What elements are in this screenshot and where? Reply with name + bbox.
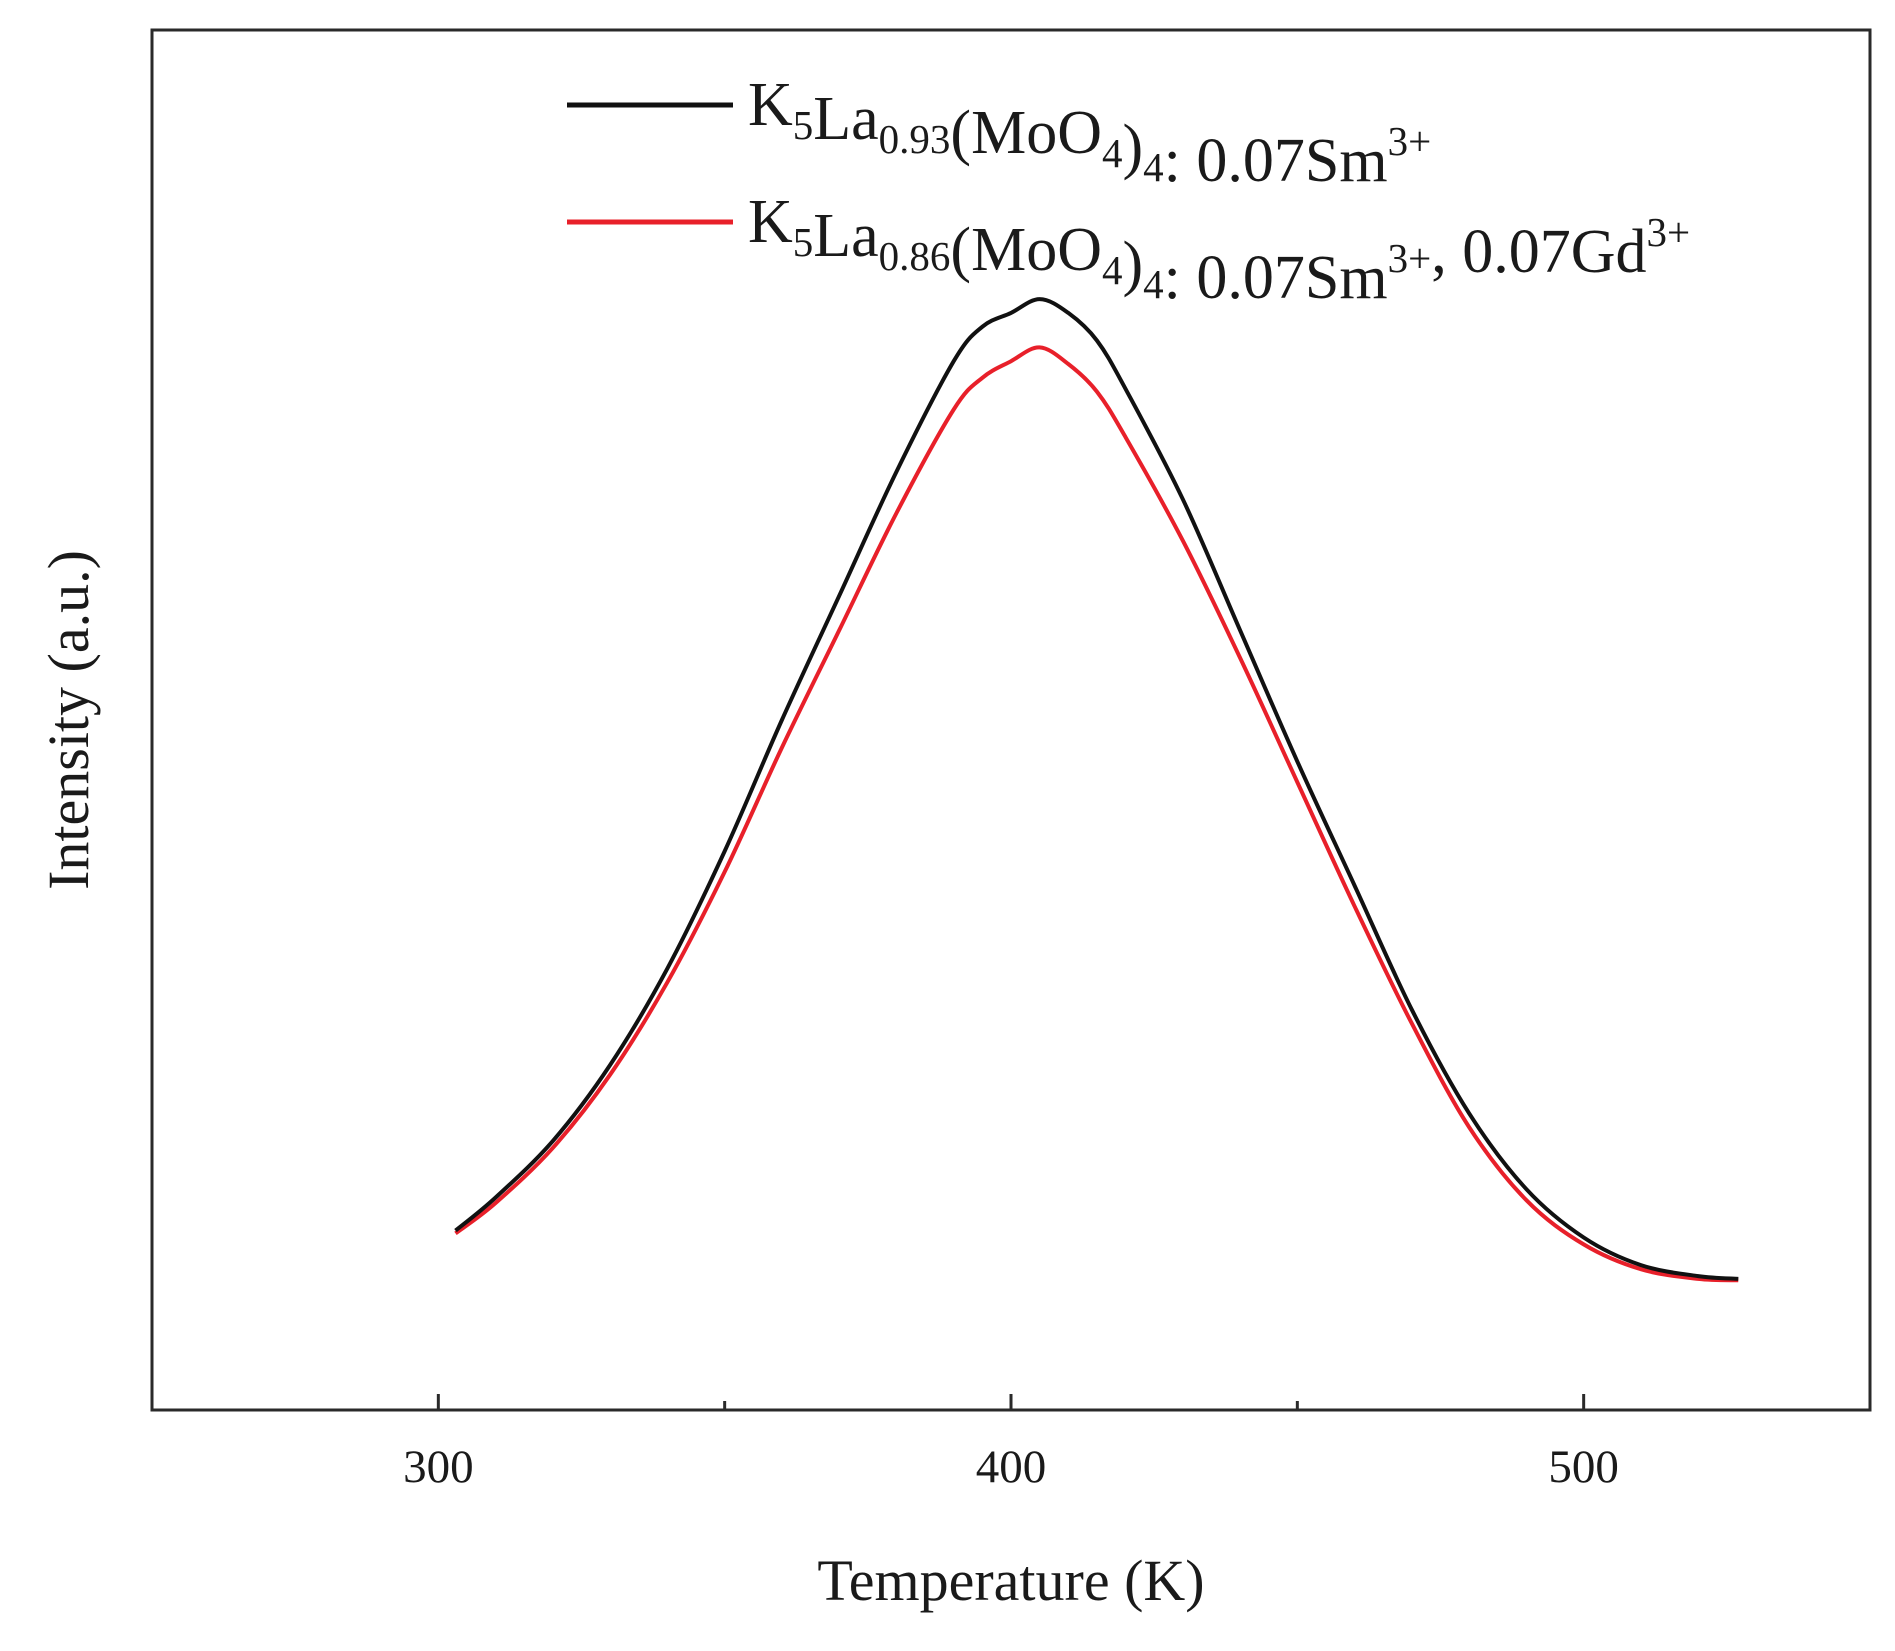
x-axis-ticks: 300 400 500 — [403, 1394, 1619, 1493]
x-axis-label: Temperature (K) — [817, 1548, 1204, 1613]
series-line-2 — [454, 345, 1739, 1283]
x-tick-label: 400 — [976, 1441, 1047, 1493]
series-line-1 — [454, 297, 1739, 1281]
legend: K5La0.93(MoO4)4: 0.07Sm3+K5La0.86(MoO4)4… — [567, 71, 1690, 312]
x-tick-label: 500 — [1548, 1441, 1619, 1493]
legend-label-1: K5La0.93(MoO4)4: 0.07Sm3+ — [748, 71, 1431, 195]
series-lines — [454, 297, 1739, 1283]
legend-label-2: K5La0.86(MoO4)4: 0.07Sm3+, 0.07Gd3+ — [748, 188, 1690, 312]
y-axis-label: Intensity (a.u.) — [36, 550, 101, 890]
x-tick-label: 300 — [403, 1441, 474, 1493]
